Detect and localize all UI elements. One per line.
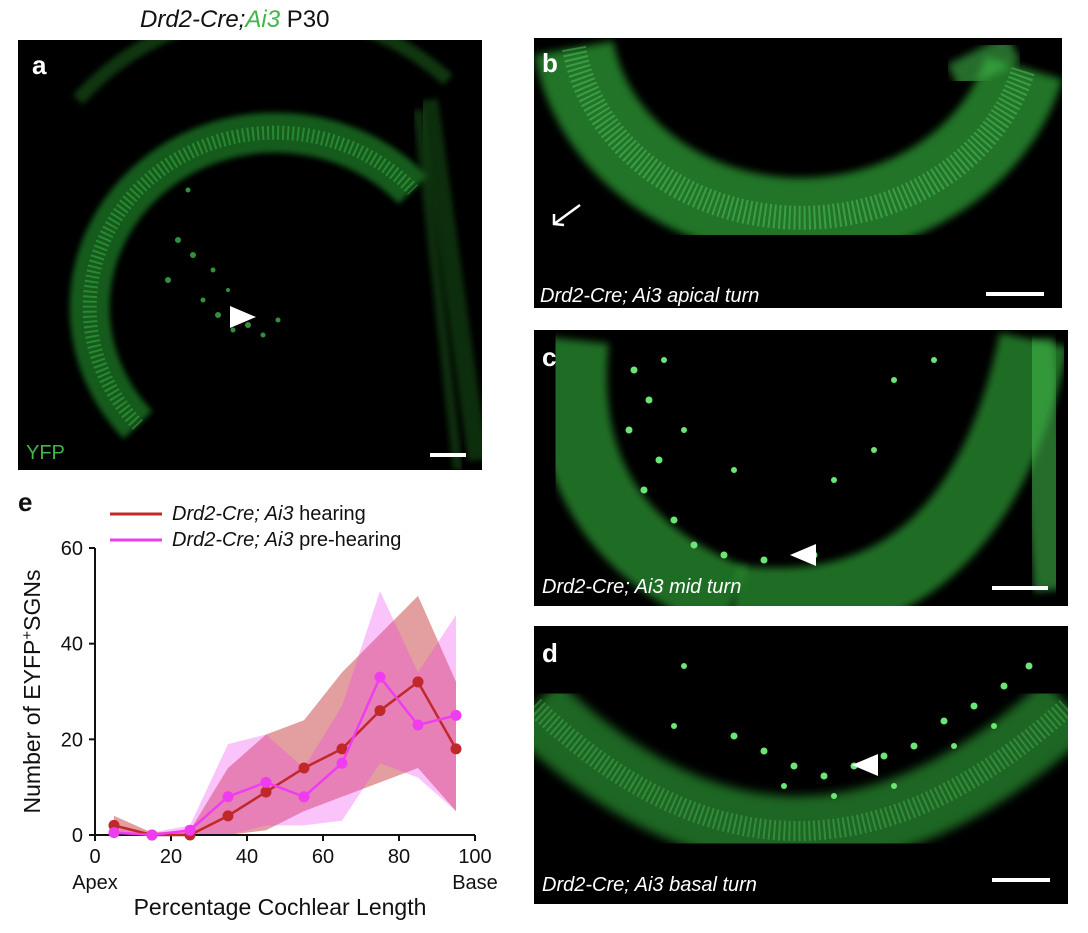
panel-b-scale-bar	[986, 292, 1044, 296]
panel-c-micrograph: c Drd2-Cre; Ai3 mid turn	[534, 330, 1068, 606]
panel-a-micrograph: a YFP	[18, 40, 482, 470]
series-0-point	[374, 705, 386, 717]
x-end-label: Base	[452, 872, 498, 894]
panel-a-arrowhead-icon	[230, 306, 256, 328]
series-1-point	[298, 791, 310, 803]
x-tick-label: 60	[312, 846, 334, 868]
series-1-range-band	[114, 591, 456, 835]
series-1-line	[113, 674, 457, 837]
series-1-point	[374, 671, 386, 683]
series-0-point	[222, 810, 234, 822]
panel-d-scale-bar	[992, 878, 1050, 882]
x-axis-title: Percentage Cochlear Length	[134, 894, 427, 920]
line-chart: 0 20 40 60 80 100 0 20 40 60 Apex Base Percentage Co…	[19, 503, 498, 920]
legend-entry-1: Drd2-Cre; Ai3 pre-hearing	[172, 529, 401, 551]
panel-b-caption: Drd2-Cre; Ai3 apical turn	[540, 285, 760, 307]
x-tick-label: 100	[458, 846, 491, 868]
series-1-point	[260, 776, 272, 788]
panel-b-cochlea-image	[534, 38, 1062, 258]
series-0-range-band	[114, 595, 456, 835]
x-tick-label: 40	[236, 846, 258, 868]
panel-a-cochlea-image	[69, 40, 482, 470]
x-tick-label: 0	[89, 846, 100, 868]
chart-container: 0 20 40 60 80 100 0 20 40 60 Apex Base Percentage Co…	[0, 488, 520, 928]
y-tick-label: 20	[61, 729, 83, 751]
y-tick-label: 60	[61, 538, 83, 560]
panel-d-arrowhead-icon	[852, 754, 878, 776]
title-age: P30	[280, 6, 330, 33]
series-0-point	[412, 676, 424, 688]
panel-c-scale-bar	[992, 586, 1048, 590]
panel-b-arrow-icon	[552, 203, 581, 227]
panel-c-caption: Drd2-Cre; Ai3 mid turn	[542, 576, 742, 598]
series-0-point	[260, 786, 272, 798]
panel-a-scale-bar	[430, 453, 466, 457]
panel-b-micrograph: b Drd2-Cre; Ai3 apical turn	[534, 38, 1062, 308]
series-1-point	[222, 791, 234, 803]
series-1-point	[108, 827, 120, 839]
figure-title: Drd2-Cre;Ai3 P30	[140, 6, 329, 34]
panel-c-arrowhead-icon	[790, 544, 816, 566]
panel-e-label: e	[18, 487, 33, 517]
panel-a-label: a	[32, 50, 47, 80]
panel-d-label: d	[542, 638, 558, 668]
series-1-point	[146, 829, 158, 841]
x-tick-label: 80	[388, 846, 410, 868]
y-axis-title: Number of EYFP+SGNs	[19, 570, 46, 814]
title-reporter: Ai3	[245, 6, 281, 33]
series-1-point	[184, 824, 196, 836]
legend-entry-0: Drd2-Cre; Ai3 hearing	[172, 503, 366, 525]
series-1-point	[412, 719, 424, 731]
y-tick-label: 0	[72, 825, 83, 847]
series-1-point	[450, 709, 462, 721]
series-0-point	[298, 762, 310, 774]
panel-c-cochlea-image	[537, 332, 1068, 606]
title-genotype: Drd2-Cre;	[140, 6, 246, 33]
series-1-point	[336, 757, 348, 769]
panel-d-cochlea-image	[534, 662, 1068, 866]
series-0-point	[450, 743, 462, 755]
panel-d-caption: Drd2-Cre; Ai3 basal turn	[542, 874, 757, 896]
series-0-point	[336, 743, 348, 755]
x-tick-label: 20	[160, 846, 182, 868]
panel-d-micrograph: d Drd2-Cre; Ai3 basal turn	[534, 626, 1068, 904]
panel-a-channel-label: YFP	[26, 442, 65, 464]
panel-b-label: b	[542, 48, 558, 78]
panel-c-label: c	[542, 342, 557, 372]
y-tick-label: 40	[61, 634, 83, 656]
x-start-label: Apex	[72, 872, 118, 894]
series-0-line	[113, 680, 458, 837]
